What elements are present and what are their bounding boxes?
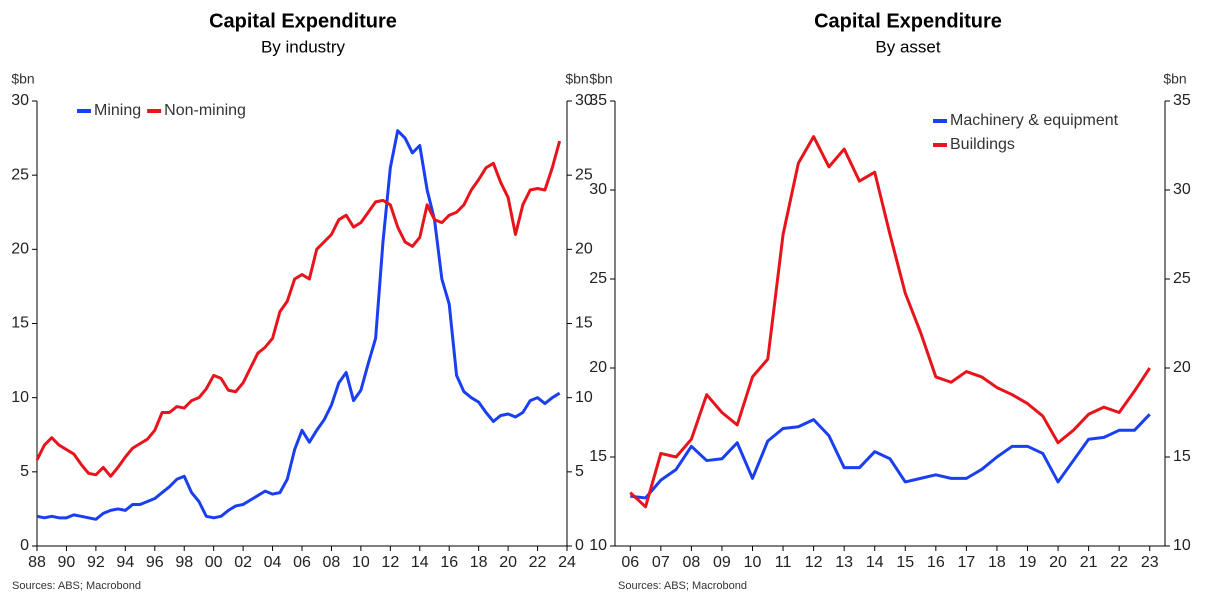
legend-label: Non-mining xyxy=(164,102,246,119)
x-tick-label: 13 xyxy=(835,554,853,571)
x-tick-label: 88 xyxy=(28,554,46,571)
source-note: Sources: ABS; Macrobond xyxy=(12,580,141,592)
chart-title: Capital Expenditure xyxy=(814,10,1002,32)
line-series xyxy=(36,129,561,521)
y2-tick-label: 20 xyxy=(575,241,593,258)
x-tick-label: 22 xyxy=(1110,554,1128,571)
x-tick-label: 98 xyxy=(175,554,193,571)
x-tick-label: 11 xyxy=(775,554,792,571)
x-tick-label: 08 xyxy=(323,554,341,571)
x-tick-label: 19 xyxy=(1019,554,1037,571)
y-tick-label: 25 xyxy=(11,166,29,183)
y-tick-label: 15 xyxy=(11,315,29,332)
y-tick-label: 30 xyxy=(11,92,29,109)
x-tick-label: 18 xyxy=(988,554,1006,571)
y-tick-label: 0 xyxy=(20,537,29,554)
y2-tick-label: 15 xyxy=(575,315,593,332)
x-tick-label: 94 xyxy=(116,554,134,571)
x-tick-label: 23 xyxy=(1141,554,1159,571)
chart: Capital Expenditure By industry $bn $bn Sour… xyxy=(11,10,593,592)
line-series xyxy=(630,413,1151,500)
legend-label: Buildings xyxy=(950,136,1015,153)
x-tick-label: 14 xyxy=(866,554,884,571)
x-tick-label: 24 xyxy=(558,554,576,571)
line-series xyxy=(35,140,562,478)
y2-axis-unit: $bn xyxy=(1163,71,1186,87)
x-tick-label: 21 xyxy=(1080,554,1098,571)
x-tick-label: 06 xyxy=(621,554,639,571)
legend-label: Machinery & equipment xyxy=(950,112,1119,129)
x-tick-label: 15 xyxy=(896,554,914,571)
y2-tick-label: 10 xyxy=(1173,537,1191,554)
y-tick-label: 15 xyxy=(589,448,607,465)
y2-tick-label: 0 xyxy=(575,537,584,554)
y2-tick-label: 35 xyxy=(1173,92,1191,109)
x-tick-label: 10 xyxy=(744,554,762,571)
y-tick-label: 10 xyxy=(11,389,29,406)
x-tick-label: 07 xyxy=(652,554,670,571)
y-tick-label: 5 xyxy=(20,463,29,480)
chart-title: Capital Expenditure xyxy=(209,10,397,32)
legend-label: Mining xyxy=(94,102,141,119)
source-note: Sources: ABS; Macrobond xyxy=(618,580,747,592)
y-tick-label: 35 xyxy=(589,92,607,109)
y-tick-label: 10 xyxy=(589,537,607,554)
x-tick-label: 16 xyxy=(440,554,458,571)
x-tick-label: 06 xyxy=(293,554,311,571)
x-tick-label: 17 xyxy=(957,554,975,571)
y2-tick-label: 25 xyxy=(1173,270,1191,287)
y-tick-label: 20 xyxy=(589,359,607,376)
x-tick-label: 12 xyxy=(805,554,823,571)
y2-tick-label: 25 xyxy=(575,166,593,183)
x-tick-label: 96 xyxy=(146,554,164,571)
x-tick-label: 04 xyxy=(264,554,282,571)
y2-tick-label: 30 xyxy=(575,92,593,109)
y-tick-label: 25 xyxy=(589,270,607,287)
x-tick-label: 10 xyxy=(352,554,370,571)
chart: Capital Expenditure By asset $bn $bn Sources… xyxy=(589,10,1191,592)
y2-tick-label: 15 xyxy=(1173,448,1191,465)
y2-tick-label: 5 xyxy=(575,463,584,480)
y2-tick-label: 10 xyxy=(575,389,593,406)
x-tick-label: 08 xyxy=(682,554,700,571)
y-axis-unit: $bn xyxy=(589,71,612,87)
line-series xyxy=(629,135,1151,509)
x-tick-label: 90 xyxy=(58,554,76,571)
chart-subtitle: By industry xyxy=(261,37,346,56)
y-axis-unit: $bn xyxy=(11,71,34,87)
x-tick-label: 22 xyxy=(529,554,547,571)
x-tick-label: 00 xyxy=(205,554,223,571)
x-tick-label: 12 xyxy=(381,554,399,571)
y2-tick-label: 30 xyxy=(1173,181,1191,198)
x-tick-label: 20 xyxy=(499,554,517,571)
x-tick-label: 16 xyxy=(927,554,945,571)
x-tick-label: 14 xyxy=(411,554,429,571)
y-tick-label: 30 xyxy=(589,181,607,198)
x-tick-label: 92 xyxy=(87,554,105,571)
y2-tick-label: 20 xyxy=(1173,359,1191,376)
chart-subtitle: By asset xyxy=(875,37,940,56)
y2-axis-unit: $bn xyxy=(565,71,588,87)
x-tick-label: 18 xyxy=(470,554,488,571)
x-tick-label: 09 xyxy=(713,554,731,571)
x-tick-label: 02 xyxy=(234,554,252,571)
y-tick-label: 20 xyxy=(11,241,29,258)
x-tick-label: 20 xyxy=(1049,554,1067,571)
